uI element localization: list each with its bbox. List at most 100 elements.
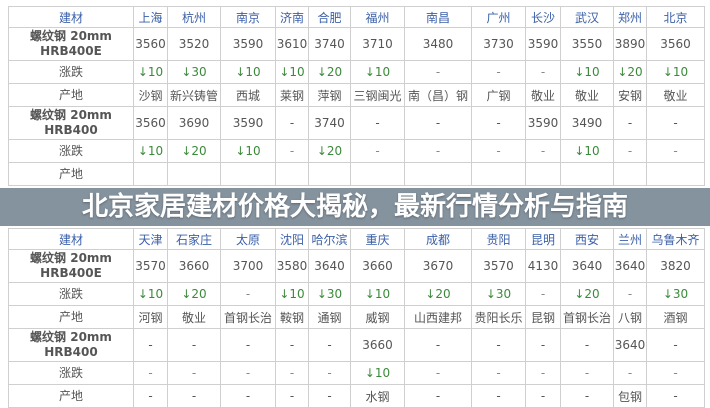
table-row: 螺纹钢 20mm HRB400E 3560 3520 3590 3610 3740 3710… — [8, 27, 705, 61]
city-header: 贵阳 — [471, 228, 526, 250]
price-cell: 3570 — [133, 249, 168, 283]
table-row: 涨跌 ↓10 ↓20 ↓10- ↓20- - - - ↓10- - — [8, 139, 705, 163]
origin-cell: 敬业 — [525, 83, 561, 107]
change-cell: - — [220, 361, 276, 385]
change-cell: - — [525, 139, 561, 163]
price-cell: - — [308, 328, 351, 362]
origin-cell: 南（昌）钢 — [404, 83, 472, 107]
change-cell: - — [471, 361, 526, 385]
change-cell: ↓30 — [308, 282, 351, 306]
origin-cell — [404, 162, 472, 186]
change-cell: - — [525, 282, 561, 306]
price-cell: 3560 — [133, 27, 168, 61]
price-cell: 3740 — [308, 27, 351, 61]
origin-cell: 萍钢 — [308, 83, 351, 107]
table-row: 涨跌 ↓10 ↓30 ↓10 ↓10 ↓20 ↓10- - - ↓10 ↓20 ↓10 — [8, 60, 705, 84]
price-cell: 3660 — [350, 249, 405, 283]
origin-cell: - — [560, 384, 614, 408]
origin-cell: 敬业 — [167, 305, 221, 329]
change-cell: ↓10 — [275, 60, 309, 84]
origin-cell: - — [525, 384, 561, 408]
change-cell: - — [133, 361, 168, 385]
price-cell: - — [646, 106, 705, 140]
price-cell: - — [275, 328, 309, 362]
origin-cell: - — [308, 384, 351, 408]
origin-cell — [525, 162, 561, 186]
header-label: 建材 — [8, 6, 134, 28]
price-cell: 3590 — [525, 27, 561, 61]
city-header: 杭州 — [167, 6, 221, 28]
change-cell: - — [275, 139, 309, 163]
row-label: 产地 — [8, 83, 134, 107]
origin-cell — [560, 162, 614, 186]
origin-cell — [350, 162, 405, 186]
price-cell: 3660 — [167, 249, 221, 283]
city-header: 兰州 — [613, 228, 647, 250]
header-label: 建材 — [8, 228, 134, 250]
steel-price-table-1: 建材 上海 杭州 南京 济南 合肥 福州 南昌 广州 长沙 武汉 郑州 北京 螺纹钢 20mm HRB40… — [8, 6, 705, 186]
row-label: 产地 — [8, 384, 134, 408]
city-header: 上海 — [133, 6, 168, 28]
row-label: 产地 — [8, 305, 134, 329]
price-cell: 3590 — [220, 27, 276, 61]
price-cell: - — [167, 328, 221, 362]
origin-cell — [133, 162, 168, 186]
price-cell: 3740 — [308, 106, 351, 140]
row-label: 涨跌 — [8, 139, 134, 163]
change-cell: ↓10 — [560, 139, 614, 163]
origin-cell: 新兴铸管 — [167, 83, 221, 107]
city-header: 南京 — [220, 6, 276, 28]
price-cell: 3640 — [560, 249, 614, 283]
change-cell: ↓30 — [167, 60, 221, 84]
price-cell: 3730 — [471, 27, 526, 61]
table-row: 涨跌 - - - - - ↓10- - - - - - — [8, 361, 705, 385]
change-cell: - — [220, 282, 276, 306]
change-cell: - — [560, 361, 614, 385]
price-cell: - — [613, 106, 647, 140]
price-cell: - — [404, 106, 472, 140]
city-header: 石家庄 — [167, 228, 221, 250]
change-cell: ↓10 — [133, 60, 168, 84]
origin-cell: 莱钢 — [275, 83, 309, 107]
row-label: 涨跌 — [8, 361, 134, 385]
change-cell: ↓20 — [404, 282, 472, 306]
change-cell: ↓20 — [613, 60, 647, 84]
origin-cell: 通钢 — [308, 305, 351, 329]
origin-cell: 首钢长治 — [220, 305, 276, 329]
price-cell: 3660 — [350, 328, 405, 362]
city-header: 昆明 — [525, 228, 561, 250]
price-cell: - — [133, 328, 168, 362]
origin-cell — [275, 162, 309, 186]
change-cell: - — [167, 361, 221, 385]
price-cell: - — [471, 328, 526, 362]
change-cell: - — [613, 361, 647, 385]
row-label: 螺纹钢 20mm HRB400 — [8, 328, 134, 362]
row-label: 产地 — [8, 162, 134, 186]
origin-cell: 酒钢 — [646, 305, 705, 329]
city-header: 郑州 — [613, 6, 647, 28]
change-cell: - — [613, 139, 647, 163]
change-cell: ↓20 — [308, 139, 351, 163]
price-cell: 3590 — [525, 106, 561, 140]
city-header: 成都 — [404, 228, 472, 250]
table-row: 产地 河钢 敬业 首钢长治 鞍钢 通钢 威钢 山西建邦 贵阳长乐 昆钢 首钢长治 八钢 酒钢 — [8, 305, 705, 329]
price-cell: 3670 — [404, 249, 472, 283]
city-header: 南昌 — [404, 6, 472, 28]
price-cell: 3640 — [613, 328, 647, 362]
price-cell: 3480 — [404, 27, 472, 61]
price-cell: 3710 — [350, 27, 405, 61]
change-cell: - — [646, 139, 705, 163]
origin-cell: - — [220, 384, 276, 408]
price-cell: 3560 — [133, 106, 168, 140]
origin-cell: - — [133, 384, 168, 408]
change-cell: - — [308, 361, 351, 385]
price-cell: 3610 — [275, 27, 309, 61]
origin-cell — [167, 162, 221, 186]
price-cell: 3560 — [646, 27, 705, 61]
origin-cell: 山西建邦 — [404, 305, 472, 329]
origin-cell — [646, 162, 705, 186]
origin-cell: 水钢 — [350, 384, 405, 408]
city-header: 天津 — [133, 228, 168, 250]
table-row: 螺纹钢 20mm HRB400E 3570 3660 3700 3580 3640 3660… — [8, 249, 705, 283]
change-cell: - — [275, 361, 309, 385]
